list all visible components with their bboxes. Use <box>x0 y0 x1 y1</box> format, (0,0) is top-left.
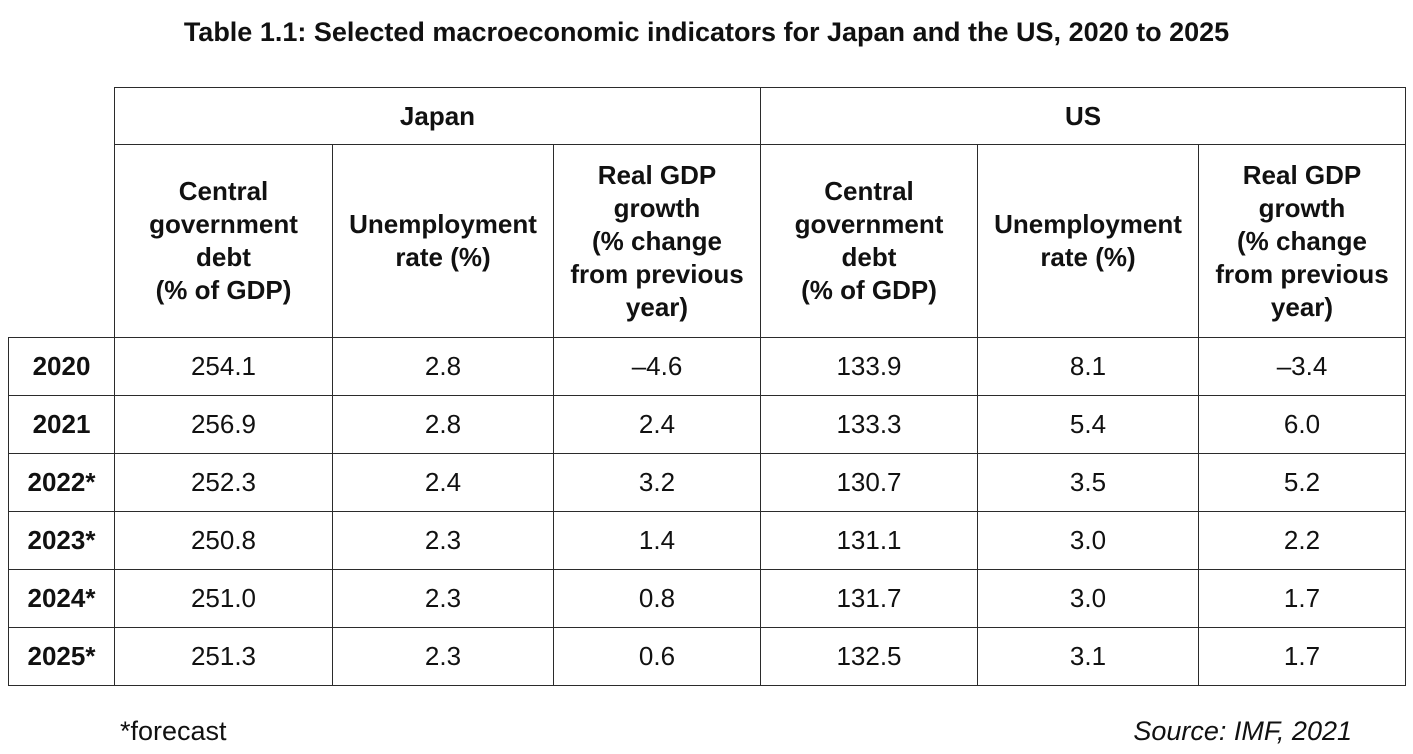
cell-us-debt: 131.7 <box>760 569 978 628</box>
cell-us-gdp-growth: 1.7 <box>1198 569 1406 628</box>
col-header-us-gdp-growth: Real GDP growth (% change from previous year… <box>1198 144 1406 338</box>
col-header-line: (% of GDP) <box>801 275 937 305</box>
col-header-line: rate (%) <box>395 242 491 272</box>
col-header-line: (% of GDP) <box>155 275 292 305</box>
col-header-line: growth <box>613 192 701 223</box>
cell-us-unemployment: 5.4 <box>977 395 1199 454</box>
col-header-line: Real GDP <box>597 159 717 190</box>
cell-us-unemployment: 3.0 <box>977 511 1199 570</box>
row-year: 2023* <box>8 511 115 570</box>
cell-us-debt: 132.5 <box>760 627 978 686</box>
cell-japan-unemployment: 2.3 <box>332 511 554 570</box>
cell-us-debt: 131.1 <box>760 511 978 570</box>
col-header-us-debt: Central government debt (% of GDP) <box>760 144 978 338</box>
table-row: 2024* 251.0 2.3 0.8 131.7 3.0 1.7 <box>8 569 1406 628</box>
cell-japan-debt: 254.1 <box>114 337 333 396</box>
cell-japan-debt: 250.8 <box>114 511 333 570</box>
col-header-line: from previous <box>1215 258 1389 289</box>
table-row: 2025* 251.3 2.3 0.6 132.5 3.1 1.7 <box>8 627 1406 686</box>
row-year: 2024* <box>8 569 115 628</box>
table-row: 2022* 252.3 2.4 3.2 130.7 3.5 5.2 <box>8 453 1406 512</box>
cell-us-unemployment: 3.1 <box>977 627 1199 686</box>
cell-japan-unemployment: 2.8 <box>332 337 554 396</box>
corner-cell-lower <box>8 144 115 338</box>
cell-us-gdp-growth: 5.2 <box>1198 453 1406 512</box>
col-header-japan-gdp-growth: Real GDP growth (% change from previous year… <box>553 144 761 338</box>
cell-us-debt: 133.9 <box>760 337 978 396</box>
cell-japan-gdp-growth: 2.4 <box>553 395 761 454</box>
cell-japan-unemployment: 2.8 <box>332 395 554 454</box>
cell-us-gdp-growth: 6.0 <box>1198 395 1406 454</box>
cell-japan-debt: 252.3 <box>114 453 333 512</box>
col-header-line: (% change <box>591 225 723 256</box>
col-header-line: (% change <box>1236 225 1368 256</box>
cell-us-debt: 133.3 <box>760 395 978 454</box>
col-header-line: Unemployment <box>994 209 1182 239</box>
row-year: 2025* <box>8 627 115 686</box>
col-header-line: debt <box>196 242 251 272</box>
cell-japan-unemployment: 2.3 <box>332 627 554 686</box>
cell-japan-gdp-growth: 1.4 <box>553 511 761 570</box>
cell-us-unemployment: 8.1 <box>977 337 1199 396</box>
cell-us-gdp-growth: 1.7 <box>1198 627 1406 686</box>
col-header-line: Real GDP <box>1242 159 1362 190</box>
cell-japan-debt: 251.0 <box>114 569 333 628</box>
indicators-table: Japan US Central government debt (% of GDP)… <box>8 87 1406 686</box>
table-row: 2023* 250.8 2.3 1.4 131.1 3.0 2.2 <box>8 511 1406 570</box>
table-row: 2021 256.9 2.8 2.4 133.3 5.4 6.0 <box>8 395 1406 454</box>
region-header-row: Japan US <box>8 87 1406 145</box>
footnote: *forecast <box>120 716 227 746</box>
col-header-us-unemployment: Unemployment rate (%) <box>977 144 1199 338</box>
col-header-line: Central <box>824 176 914 206</box>
cell-us-gdp-growth: 2.2 <box>1198 511 1406 570</box>
cell-japan-debt: 256.9 <box>114 395 333 454</box>
cell-japan-gdp-growth: 0.8 <box>553 569 761 628</box>
group-header-us: US <box>760 87 1406 145</box>
cell-japan-gdp-growth: 0.6 <box>553 627 761 686</box>
group-header-japan: Japan <box>114 87 761 145</box>
table-row: 2020 254.1 2.8 –4.6 133.9 8.1 –3.4 <box>8 337 1406 396</box>
cell-japan-gdp-growth: 3.2 <box>553 453 761 512</box>
column-header-row: Central government debt (% of GDP) Unemploy… <box>8 144 1406 338</box>
row-year: 2021 <box>8 395 115 454</box>
col-header-line: rate (%) <box>1040 242 1136 272</box>
cell-japan-unemployment: 2.4 <box>332 453 554 512</box>
col-header-line: year) <box>1270 291 1334 322</box>
cell-us-gdp-growth: –3.4 <box>1198 337 1406 396</box>
col-header-japan-debt: Central government debt (% of GDP) <box>114 144 333 338</box>
cell-japan-debt: 251.3 <box>114 627 333 686</box>
col-header-line: year) <box>625 291 689 322</box>
col-header-line: Unemployment <box>349 209 537 239</box>
col-header-line: government <box>794 209 944 239</box>
table-title: Table 1.1: Selected macroeconomic indica… <box>183 17 1230 47</box>
row-year: 2020 <box>8 337 115 396</box>
cell-japan-unemployment: 2.3 <box>332 569 554 628</box>
row-year: 2022* <box>8 453 115 512</box>
corner-cell <box>8 87 115 145</box>
col-header-line: Central <box>178 176 269 206</box>
cell-us-unemployment: 3.0 <box>977 569 1199 628</box>
col-header-line: from previous <box>570 258 744 289</box>
col-header-line: growth <box>1258 192 1346 223</box>
cell-us-debt: 130.7 <box>760 453 978 512</box>
col-header-japan-unemployment: Unemployment rate (%) <box>332 144 554 338</box>
col-header-line: government <box>149 209 298 239</box>
source-note: Source: IMF, 2021 <box>1133 716 1352 746</box>
cell-us-unemployment: 3.5 <box>977 453 1199 512</box>
col-header-line: debt <box>841 242 897 272</box>
cell-japan-gdp-growth: –4.6 <box>553 337 761 396</box>
